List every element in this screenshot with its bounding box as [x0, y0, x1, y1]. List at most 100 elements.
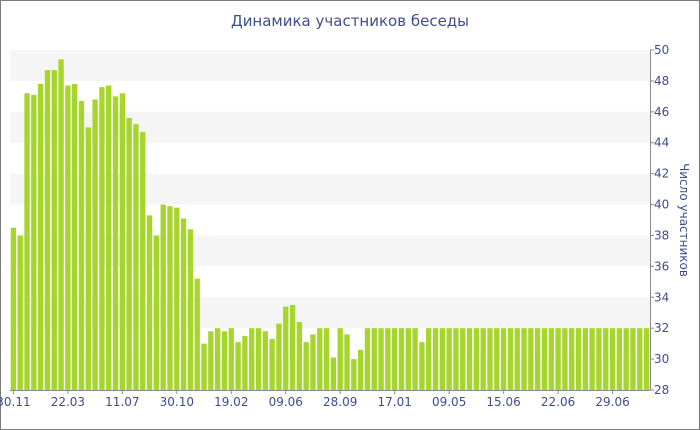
bar: [201, 343, 207, 390]
bar: [283, 306, 289, 390]
bar: [65, 85, 71, 391]
bar: [112, 96, 119, 391]
y-tick-label: 28: [654, 383, 669, 397]
y-tick-label: 42: [654, 167, 669, 181]
x-tick-label: 28.09: [323, 395, 357, 409]
bar: [426, 328, 432, 390]
bar: [569, 328, 575, 390]
bar: [405, 328, 411, 390]
bar: [337, 328, 343, 390]
bar: [494, 328, 500, 390]
y-tick-label: 44: [654, 136, 669, 150]
bar: [146, 215, 153, 390]
bar: [242, 335, 248, 390]
bar: [44, 70, 51, 390]
y-tick-label: 38: [654, 228, 669, 242]
bar: [398, 328, 405, 390]
bar: [187, 229, 194, 390]
bar: [596, 328, 602, 390]
grid-band: [10, 111, 650, 143]
bar: [507, 328, 514, 390]
x-axis-ticks: 30.11 22.03 11.07 30.10 19.02 09.06 28.09 17.01…: [0, 390, 630, 409]
bar: [623, 328, 629, 390]
bar: [609, 328, 616, 390]
bar: [603, 328, 609, 390]
x-tick-label: 09.05: [432, 395, 466, 409]
bar: [24, 93, 30, 391]
x-tick-label: 09.06: [269, 395, 303, 409]
bar: [215, 328, 221, 390]
bar: [575, 328, 582, 390]
x-tick-label: 11.07: [105, 395, 139, 409]
bar: [616, 328, 623, 390]
x-tick-label: 22.06: [541, 395, 575, 409]
bar: [221, 331, 228, 390]
bar: [133, 124, 139, 391]
bar: [160, 204, 166, 390]
bar: [419, 342, 425, 390]
bar: [180, 218, 187, 390]
x-tick-label: 17.01: [378, 395, 412, 409]
bar: [473, 328, 480, 390]
bar: [330, 357, 337, 390]
x-tick-label: 19.02: [214, 395, 248, 409]
bar: [541, 328, 548, 390]
bar: [487, 328, 493, 390]
bar: [528, 328, 534, 390]
bar: [460, 328, 466, 390]
bar: [235, 342, 241, 390]
x-tick-label: 15.06: [486, 395, 520, 409]
bar: [17, 235, 23, 390]
y-tick-label: 34: [654, 290, 669, 304]
axes: [10, 50, 651, 391]
bar: [323, 328, 330, 390]
bar: [432, 328, 439, 390]
bar: [85, 127, 91, 391]
bar: [317, 328, 323, 390]
y-tick-label: 50: [654, 43, 669, 57]
bar: [153, 235, 160, 390]
y-axis-title: Число участников: [677, 163, 691, 277]
y-tick-label: 36: [654, 259, 669, 273]
bar: [392, 328, 398, 390]
bar: [140, 131, 146, 390]
grid-band: [10, 50, 650, 81]
x-tick-label: 30.10: [160, 395, 194, 409]
bar: [276, 323, 282, 390]
bar: [262, 331, 268, 390]
bar: [453, 328, 459, 390]
x-tick-label: 30.11: [0, 395, 31, 409]
y-axis-ticks: 28 30 32 34 36 38 40 42 44 46 48 50: [650, 43, 669, 397]
bar: [106, 85, 112, 391]
bar: [364, 328, 371, 390]
grid-band: [10, 173, 650, 205]
bar: [562, 328, 568, 390]
bar: [310, 334, 316, 390]
bar: [174, 207, 180, 390]
bar: [72, 84, 78, 390]
grid-band: [10, 297, 650, 329]
bar: [126, 118, 132, 390]
bar: [582, 328, 588, 390]
bar: [412, 328, 418, 390]
bar: [439, 328, 445, 390]
bar: [228, 328, 234, 390]
bar: [480, 328, 486, 390]
chart-title: Динамика участников беседы: [230, 12, 470, 30]
bar: [119, 93, 125, 391]
bar: [344, 334, 350, 390]
grid-band: [10, 235, 650, 267]
bar: [371, 328, 377, 390]
bar: [92, 99, 98, 390]
bar: [521, 328, 527, 390]
bar: [589, 328, 595, 390]
x-tick-label: 29.06: [595, 395, 629, 409]
bar: [10, 227, 17, 390]
bar: [466, 328, 473, 390]
y-tick-label: 30: [654, 352, 669, 366]
bar: [99, 87, 105, 390]
bar: [255, 328, 262, 390]
bar: [194, 278, 200, 390]
bar: [31, 94, 37, 390]
